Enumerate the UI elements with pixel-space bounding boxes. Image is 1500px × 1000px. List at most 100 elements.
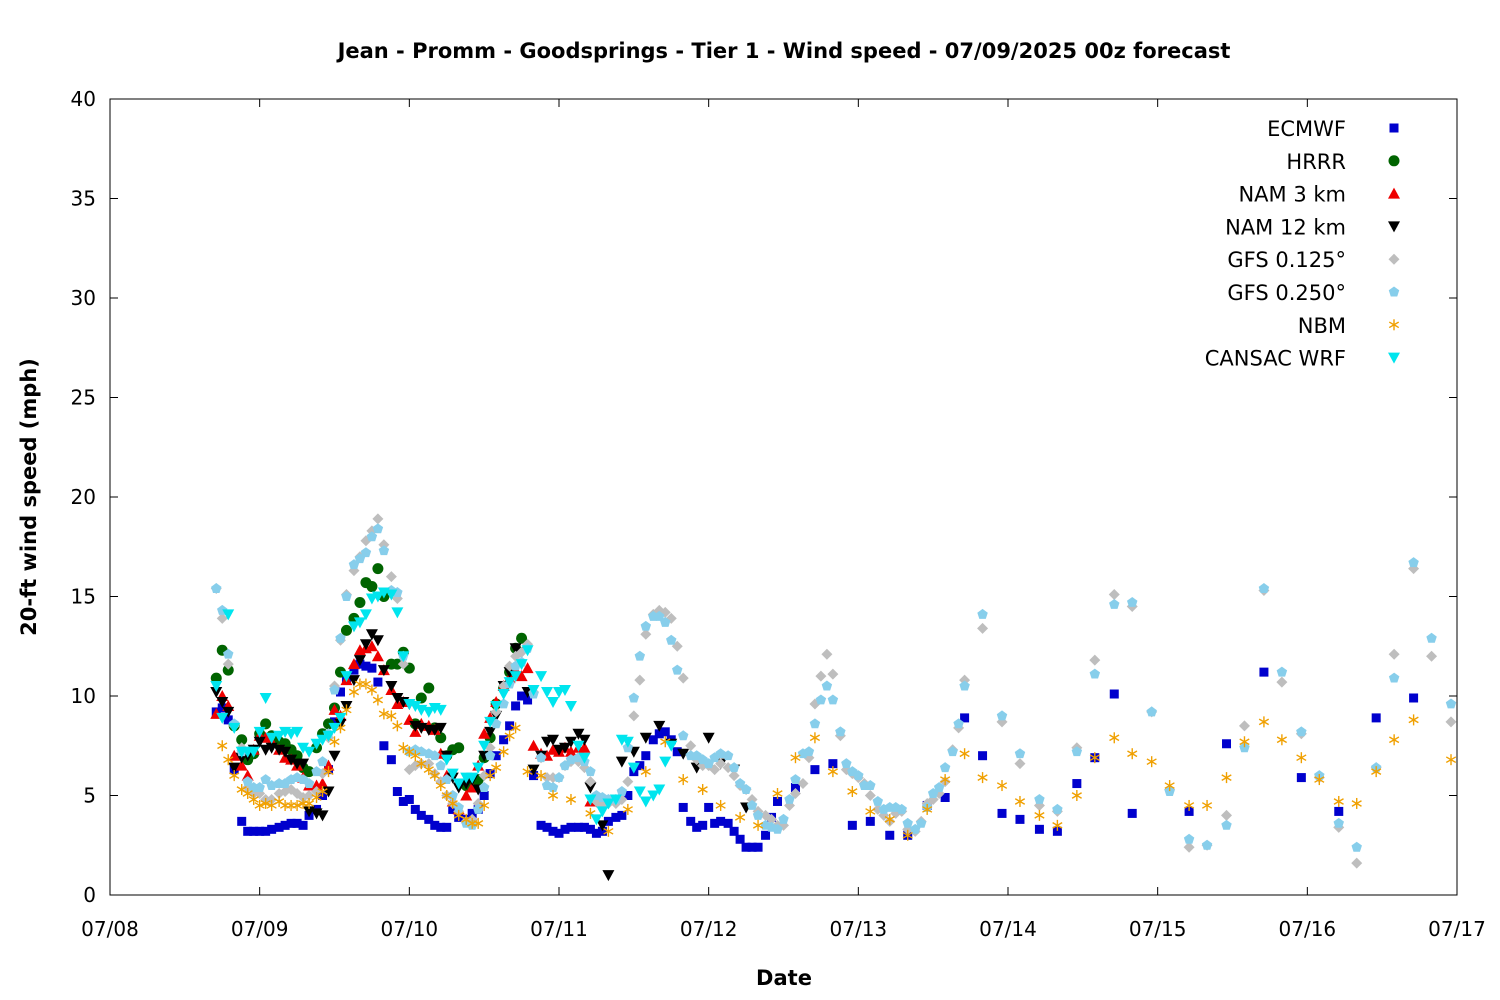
- data-point: [354, 596, 366, 608]
- data-point: [915, 817, 927, 828]
- data-point: [553, 772, 565, 783]
- data-point: [1296, 773, 1306, 783]
- data-point: [228, 762, 241, 774]
- data-point: [434, 722, 447, 734]
- data-point: [723, 818, 733, 828]
- data-point: [1072, 779, 1082, 789]
- data-point: [243, 826, 253, 836]
- data-point: [453, 742, 465, 754]
- data-point: [1314, 774, 1325, 786]
- x-tick-label: 07/14: [979, 917, 1037, 941]
- data-point: [1089, 668, 1101, 679]
- data-point: [379, 741, 389, 751]
- data-point: [1238, 720, 1250, 732]
- data-point: [478, 770, 490, 782]
- x-tick-label: 07/08: [81, 917, 139, 941]
- data-point: [596, 806, 609, 818]
- data-point: [372, 694, 384, 706]
- data-point: [622, 803, 633, 815]
- data-point: [222, 658, 234, 670]
- y-axis-label: 20-ft wind speed (mph): [17, 358, 41, 636]
- data-point: [828, 759, 838, 769]
- data-point: [366, 581, 378, 593]
- data-point: [734, 778, 746, 789]
- data-point: [1146, 706, 1157, 717]
- data-point: [317, 756, 328, 767]
- data-point: [378, 545, 390, 556]
- data-point: [527, 739, 540, 751]
- data-point: [784, 793, 795, 804]
- data-point: [498, 698, 509, 709]
- x-tick-label: 07/09: [231, 917, 289, 941]
- data-point: [510, 722, 521, 734]
- data-point: [274, 822, 284, 832]
- data-point: [666, 634, 677, 645]
- data-point: [416, 758, 427, 770]
- data-point: [1052, 819, 1063, 831]
- data-point: [371, 635, 384, 647]
- data-point: [827, 694, 839, 705]
- data-point: [391, 607, 404, 619]
- data-point: [1258, 583, 1270, 593]
- data-point: [772, 788, 783, 800]
- data-point: [1333, 795, 1344, 807]
- data-point: [847, 786, 858, 798]
- data-point: [835, 726, 846, 737]
- data-point: [654, 729, 664, 739]
- data-point: [633, 786, 646, 798]
- data-point: [442, 822, 452, 832]
- data-point: [715, 799, 726, 811]
- legend-marker: [1388, 187, 1400, 199]
- data-point: [359, 639, 372, 651]
- data-point: [1371, 766, 1382, 778]
- data-point: [1276, 734, 1288, 746]
- y-tick-label: 10: [71, 684, 96, 708]
- data-point: [521, 645, 534, 657]
- data-point: [797, 778, 809, 790]
- data-point: [241, 769, 254, 781]
- data-point: [254, 782, 265, 792]
- data-point: [1409, 693, 1419, 703]
- data-point: [435, 760, 446, 771]
- data-point: [815, 670, 827, 682]
- data-point: [311, 766, 322, 777]
- data-point: [778, 813, 789, 824]
- data-point: [572, 728, 585, 740]
- data-point: [1351, 797, 1362, 809]
- data-point: [386, 710, 397, 722]
- data-point: [672, 747, 682, 757]
- data-point: [947, 746, 958, 757]
- data-point: [328, 703, 341, 715]
- data-point: [210, 672, 222, 684]
- data-point: [572, 740, 585, 752]
- data-point: [523, 695, 533, 705]
- data-point: [1445, 716, 1457, 728]
- data-point: [367, 663, 377, 673]
- data-point: [1201, 799, 1213, 811]
- data-point: [1108, 589, 1120, 601]
- data-point: [423, 682, 435, 694]
- data-point: [734, 811, 746, 823]
- y-tick-label: 0: [83, 883, 96, 907]
- data-point: [429, 750, 441, 761]
- data-point: [265, 732, 278, 744]
- data-point: [940, 792, 950, 802]
- data-point: [1276, 676, 1288, 688]
- x-axis: 07/08 07/09 07/10 07/11 07/12 07/13 07/14 07/15…: [81, 99, 1486, 941]
- data-point: [821, 680, 833, 691]
- series-gfs-0-125-: [210, 513, 1457, 869]
- data-point: [885, 830, 895, 840]
- data-point: [603, 816, 613, 826]
- data-point: [1221, 819, 1232, 830]
- data-point: [329, 736, 340, 748]
- data-point: [285, 799, 297, 811]
- legend-label: NBM: [1298, 314, 1346, 338]
- data-point: [323, 766, 334, 778]
- data-point: [260, 718, 272, 730]
- data-point: [1127, 748, 1138, 760]
- data-point: [660, 727, 670, 737]
- data-point: [596, 820, 609, 832]
- data-point: [752, 819, 764, 831]
- data-point: [1014, 748, 1026, 759]
- data-point: [216, 712, 229, 724]
